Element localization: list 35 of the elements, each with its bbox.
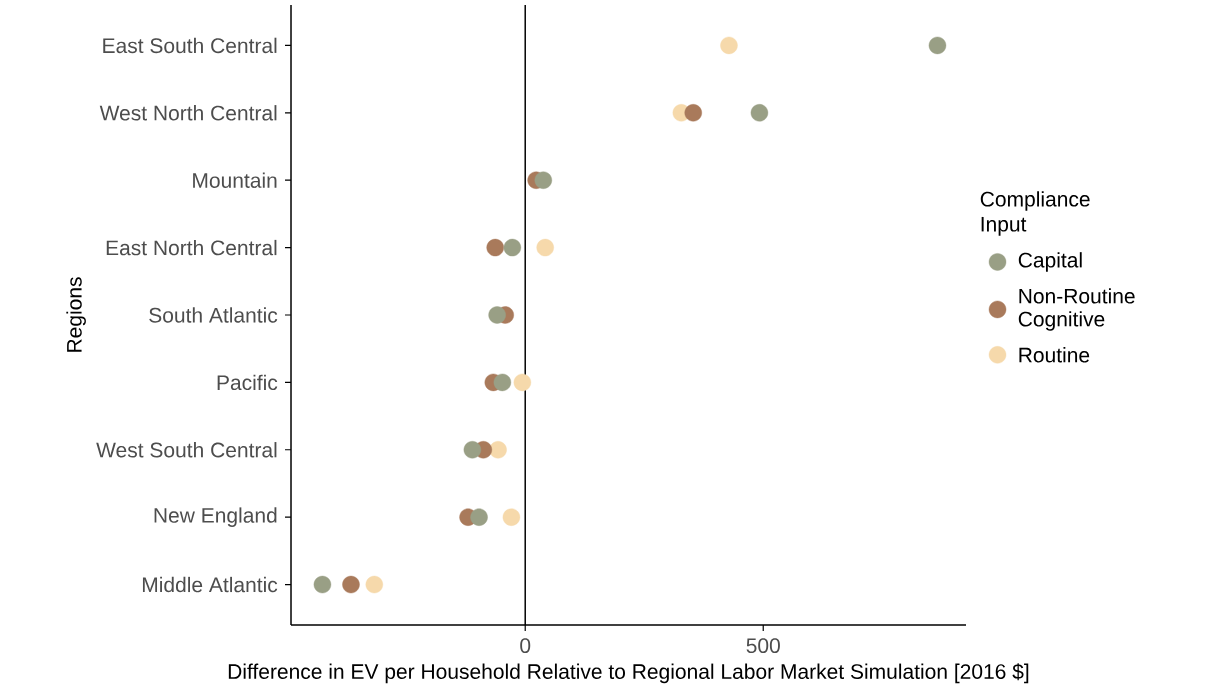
x-tick-label: 0 bbox=[520, 638, 531, 654]
point bbox=[493, 373, 512, 392]
point bbox=[536, 238, 554, 257]
point bbox=[502, 508, 521, 526]
point bbox=[486, 238, 504, 257]
point bbox=[684, 104, 702, 122]
y-tick-label: East North Central bbox=[106, 239, 277, 256]
y-tick-label: South Atlantic bbox=[149, 307, 278, 323]
legend-label: Routine bbox=[1019, 347, 1090, 363]
point bbox=[489, 441, 507, 459]
point bbox=[470, 508, 488, 526]
point bbox=[463, 441, 482, 459]
point bbox=[534, 171, 553, 189]
y-tick-label: Mountain bbox=[193, 172, 277, 188]
point bbox=[342, 575, 360, 594]
legend-title: Compliance Input bbox=[980, 191, 1090, 236]
y-tick-label: West South Central bbox=[96, 442, 277, 458]
point bbox=[503, 238, 522, 257]
y-tick-label: West North Central bbox=[99, 105, 277, 121]
y-tick-label: Middle Atlantic bbox=[142, 576, 278, 593]
x-axis-title: Difference in EV per Household Relative to Regional Labor Market Simulation [2016 $] bbox=[228, 663, 1029, 684]
point bbox=[365, 575, 384, 594]
y-tick-label: East South Central bbox=[103, 37, 277, 54]
point bbox=[720, 36, 738, 55]
y-axis-title: Regions bbox=[66, 277, 86, 352]
y-tick-label: New England bbox=[154, 507, 277, 527]
point bbox=[513, 373, 532, 392]
legend-label: Non-Routine Cognitive bbox=[1018, 288, 1135, 331]
point bbox=[928, 36, 947, 55]
y-tick-label: Pacific bbox=[217, 374, 278, 391]
point bbox=[750, 104, 769, 122]
legend-label: Capital bbox=[1018, 252, 1082, 272]
point bbox=[313, 575, 332, 594]
x-tick-label: 500 bbox=[746, 638, 780, 654]
point bbox=[488, 306, 506, 324]
